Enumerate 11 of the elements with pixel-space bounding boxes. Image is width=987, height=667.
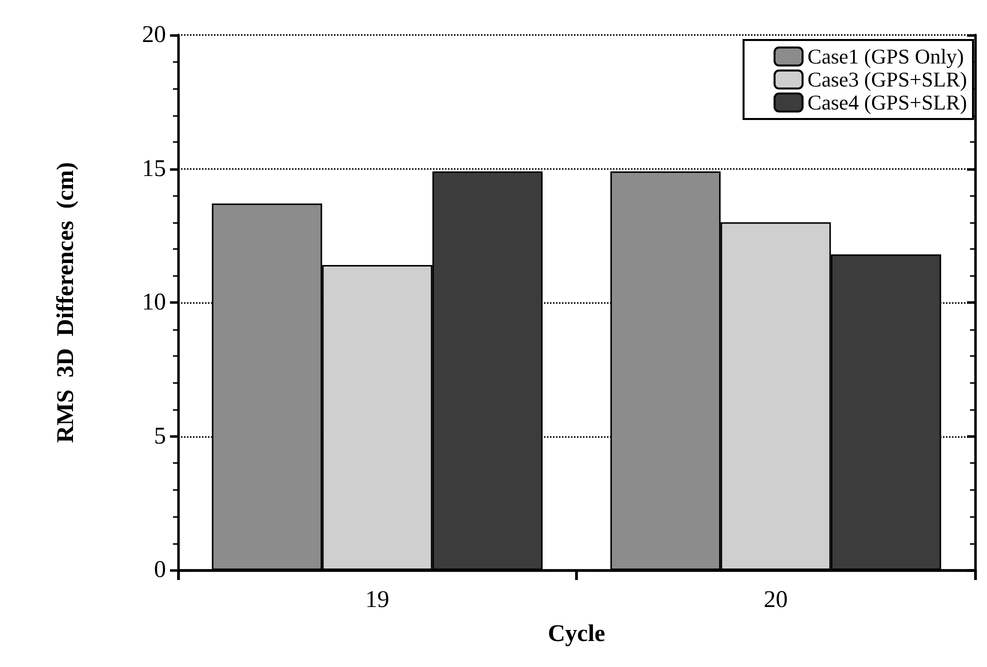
y-axis-title: RMS 3D Differences (cm) [53, 162, 79, 443]
y-tick-label: 20 [142, 22, 166, 48]
legend-label: Case1 (GPS Only) [808, 44, 964, 68]
y-tick-label: 0 [154, 557, 166, 583]
x-tick-label: 19 [365, 587, 390, 613]
y-tick-label: 5 [154, 423, 166, 450]
legend-label: Case4 (GPS+SLR) [808, 90, 968, 114]
y-tick-label: 15 [142, 156, 166, 182]
x-axis-title: Cycle [548, 621, 606, 647]
y-tick-label: 10 [142, 290, 166, 316]
legend-label: Case3 (GPS+SLR) [808, 68, 968, 92]
